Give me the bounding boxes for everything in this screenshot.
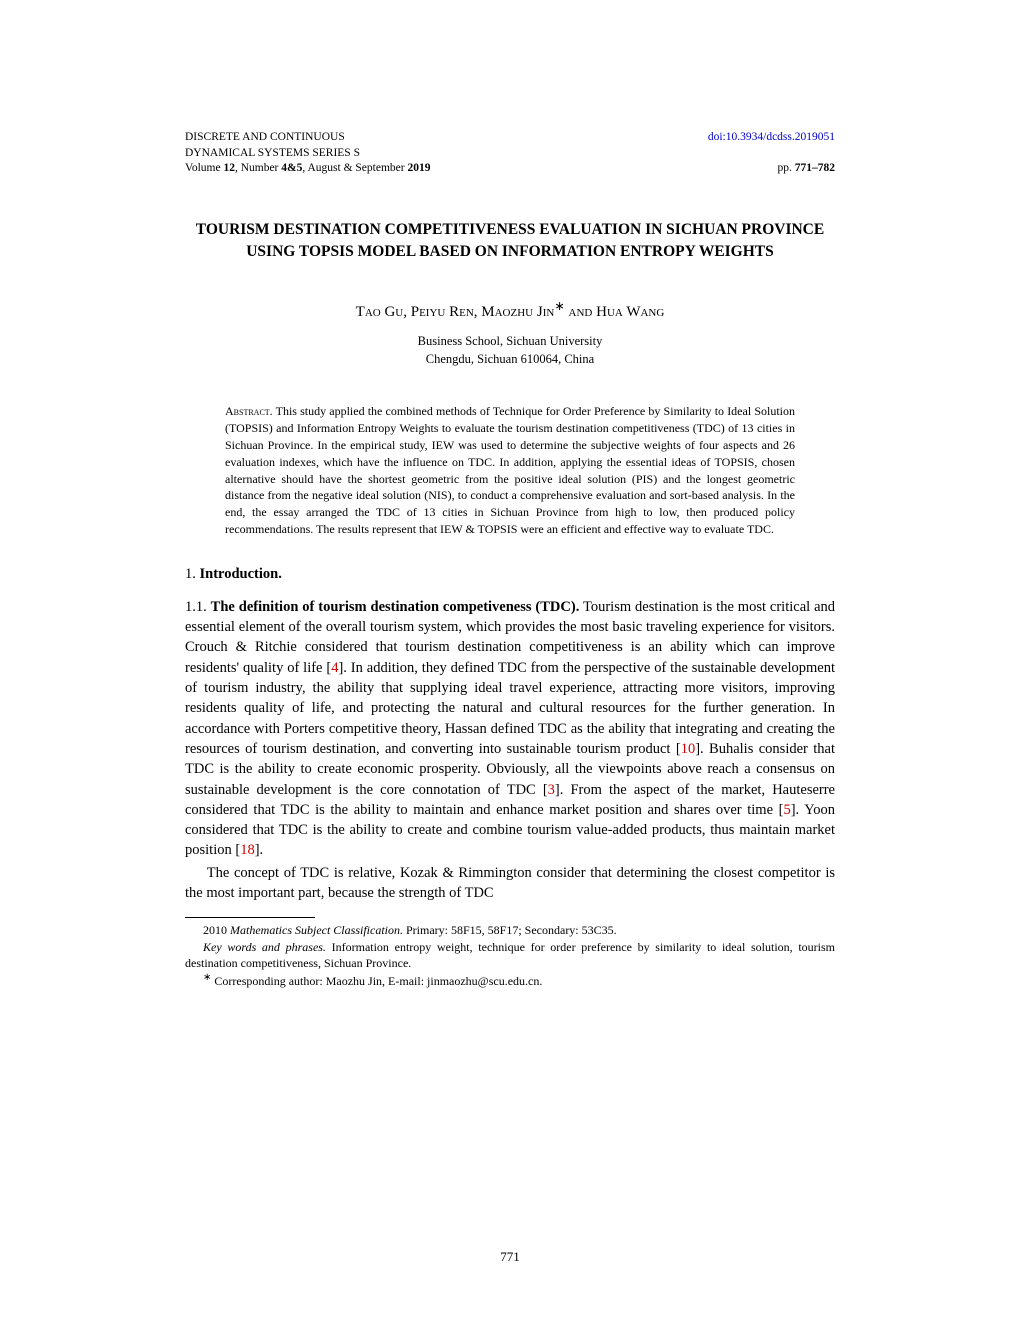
affiliation-line2: Chengdu, Sichuan 610064, China	[185, 351, 835, 369]
doi-pages: doi:10.3934/dcdss.2019051 pp. 771–782	[708, 130, 835, 177]
affiliation: Business School, Sichuan University Chen…	[185, 333, 835, 368]
subsection-1-1: 1.1. The definition of tourism destinati…	[185, 597, 835, 861]
page-number: 771	[500, 1249, 520, 1265]
section-1-heading: 1. Introduction.	[185, 566, 835, 583]
ref-5[interactable]: 5	[783, 802, 790, 818]
footnote-corresponding: ∗ Corresponding author: Maozhu Jin, E-ma…	[185, 971, 835, 989]
ref-18[interactable]: 18	[240, 842, 255, 858]
footnote-msc: 2010 Mathematics Subject Classification.…	[185, 922, 835, 938]
abstract-label: Abstract.	[225, 404, 273, 418]
footnote-keywords: Key words and phrases. Information entro…	[185, 939, 835, 971]
ref-10[interactable]: 10	[681, 741, 696, 757]
authors: Tao Gu, Peiyu Ren, Maozhu Jin∗ and Hua W…	[185, 298, 835, 321]
affiliation-line1: Business School, Sichuan University	[185, 333, 835, 351]
paper-title: TOURISM DESTINATION COMPETITIVENESS EVAL…	[185, 219, 835, 264]
abstract-text: This study applied the combined methods …	[225, 404, 795, 536]
footnote-rule	[185, 917, 315, 918]
abstract: Abstract. This study applied the combine…	[225, 403, 795, 537]
paragraph-2: The concept of TDC is relative, Kozak & …	[185, 863, 835, 904]
doi-link[interactable]: doi:10.3934/dcdss.2019051	[708, 130, 835, 146]
journal-header: DISCRETE AND CONTINUOUS DYNAMICAL SYSTEM…	[185, 130, 835, 177]
page-range: pp. 771–782	[708, 161, 835, 177]
journal-name-line1: DISCRETE AND CONTINUOUS	[185, 130, 430, 146]
journal-name-line2: DYNAMICAL SYSTEMS SERIES S	[185, 146, 430, 162]
volume-info: Volume 12, Number 4&5, August & Septembe…	[185, 161, 430, 177]
journal-info: DISCRETE AND CONTINUOUS DYNAMICAL SYSTEM…	[185, 130, 430, 177]
ref-3[interactable]: 3	[548, 782, 555, 798]
